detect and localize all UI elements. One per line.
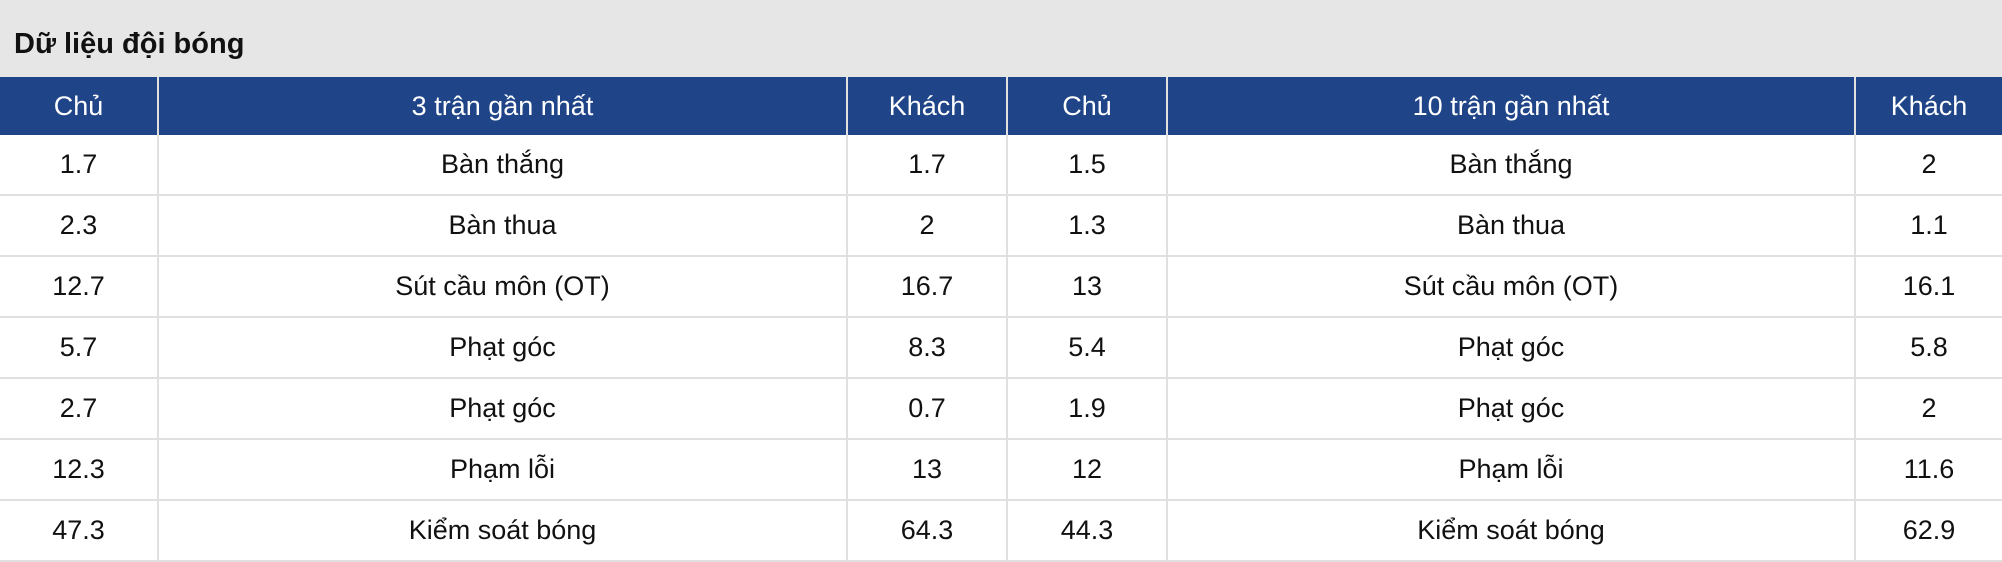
stat-value: 12.3 bbox=[0, 439, 158, 501]
stat-label: Bàn thắng bbox=[157, 135, 847, 196]
stat-value: 2.7 bbox=[0, 378, 158, 440]
stat-value: 2.3 bbox=[0, 195, 158, 257]
stat-value: 16.1 bbox=[1854, 256, 2002, 318]
stat-value: 1.7 bbox=[846, 135, 1007, 196]
table-row: 2.7 Phạt góc 0.7 1.9 Phạt góc 2 bbox=[0, 378, 2002, 440]
stat-value: 0.7 bbox=[846, 378, 1007, 440]
team-stats-table: Chủ 3 trận gần nhất Khách Chủ 10 trận gần nh… bbox=[0, 77, 2002, 562]
stat-label: Phạm lỗi bbox=[1166, 439, 1855, 501]
column-header: 10 trận gần nhất bbox=[1166, 77, 1855, 135]
stat-label: Kiểm soát bóng bbox=[1166, 500, 1855, 562]
stat-value: 64.3 bbox=[846, 500, 1007, 562]
stat-value: 16.7 bbox=[846, 256, 1007, 318]
stat-label: Phạt góc bbox=[157, 378, 847, 440]
stat-value: 47.3 bbox=[0, 500, 158, 562]
stat-value: 1.3 bbox=[1006, 195, 1167, 257]
section-title: Dữ liệu đội bóng bbox=[0, 0, 2002, 77]
stat-label: Phạt góc bbox=[157, 317, 847, 379]
stat-value: 5.4 bbox=[1006, 317, 1167, 379]
stat-label: Sút cầu môn (OT) bbox=[1166, 256, 1855, 318]
stat-label: Bàn thắng bbox=[1166, 135, 1855, 196]
stat-value: 11.6 bbox=[1854, 439, 2002, 501]
stat-label: Phạt góc bbox=[1166, 317, 1855, 379]
stat-label: Phạt góc bbox=[1166, 378, 1855, 440]
stat-label: Kiểm soát bóng bbox=[157, 500, 847, 562]
table-row: 12.7 Sút cầu môn (OT) 16.7 13 Sút cầu môn (O… bbox=[0, 256, 2002, 318]
table-row: 1.7 Bàn thắng 1.7 1.5 Bàn thắng 2 bbox=[0, 135, 2002, 196]
table-row: 5.7 Phạt góc 8.3 5.4 Phạt góc 5.8 bbox=[0, 317, 2002, 379]
table-row: 2.3 Bàn thua 2 1.3 Bàn thua 1.1 bbox=[0, 195, 2002, 257]
stat-label: Bàn thua bbox=[1166, 195, 1855, 257]
stat-value: 2 bbox=[1854, 135, 2002, 196]
stat-label: Phạm lỗi bbox=[157, 439, 847, 501]
stat-value: 5.8 bbox=[1854, 317, 2002, 379]
stat-label: Bàn thua bbox=[157, 195, 847, 257]
stat-value: 44.3 bbox=[1006, 500, 1167, 562]
column-header: Chủ bbox=[0, 77, 158, 135]
stat-value: 2 bbox=[846, 195, 1007, 257]
header-row: Chủ 3 trận gần nhất Khách Chủ 10 trận gần nh… bbox=[0, 77, 2002, 135]
stat-value: 12.7 bbox=[0, 256, 158, 318]
column-header: Chủ bbox=[1006, 77, 1167, 135]
column-header: Khách bbox=[1854, 77, 2002, 135]
stat-value: 5.7 bbox=[0, 317, 158, 379]
column-header: 3 trận gần nhất bbox=[157, 77, 847, 135]
stat-value: 1.9 bbox=[1006, 378, 1167, 440]
stat-value: 13 bbox=[846, 439, 1007, 501]
stat-label: Sút cầu môn (OT) bbox=[157, 256, 847, 318]
stat-value: 12 bbox=[1006, 439, 1167, 501]
stat-value: 2 bbox=[1854, 378, 2002, 440]
stat-value: 1.7 bbox=[0, 135, 158, 196]
stat-value: 62.9 bbox=[1854, 500, 2002, 562]
table-row: 47.3 Kiểm soát bóng 64.3 44.3 Kiểm soát bóng… bbox=[0, 500, 2002, 562]
stat-value: 1.1 bbox=[1854, 195, 2002, 257]
stat-value: 1.5 bbox=[1006, 135, 1167, 196]
stat-value: 8.3 bbox=[846, 317, 1007, 379]
column-header: Khách bbox=[846, 77, 1007, 135]
table-row: 12.3 Phạm lỗi 13 12 Phạm lỗi 11.6 bbox=[0, 439, 2002, 501]
stat-value: 13 bbox=[1006, 256, 1167, 318]
